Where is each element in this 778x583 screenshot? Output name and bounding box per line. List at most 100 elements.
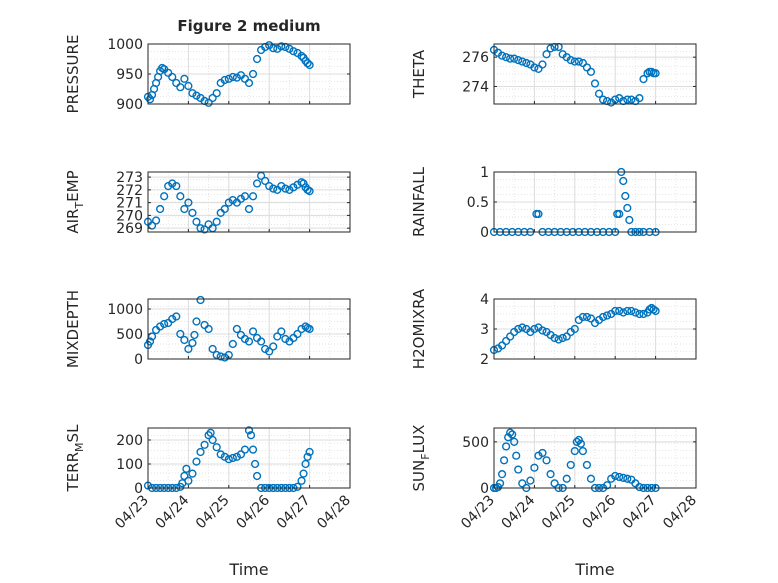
axes-box — [493, 43, 697, 105]
data-point — [293, 482, 302, 491]
data-point — [196, 295, 205, 305]
data-point — [269, 184, 278, 193]
data-point — [651, 306, 660, 316]
data-point — [621, 191, 630, 201]
data-point — [623, 203, 632, 213]
y-tick-label: 200 — [116, 433, 143, 449]
data-point — [542, 456, 551, 465]
data-point — [502, 442, 511, 451]
data-point — [514, 55, 523, 65]
series-markers — [143, 295, 314, 362]
data-point — [188, 338, 197, 348]
y-axis-label: SUNFLUX — [410, 425, 432, 492]
y-tick-label: 0 — [480, 481, 489, 497]
data-point — [236, 450, 246, 459]
axes-box — [147, 427, 351, 489]
data-point — [281, 184, 290, 193]
data-point — [305, 324, 314, 334]
data-point — [277, 181, 286, 191]
data-point — [273, 44, 282, 53]
data-point — [514, 324, 523, 334]
data-point — [512, 451, 521, 460]
y-tick-label: 270 — [116, 208, 143, 224]
data-point — [303, 59, 312, 68]
data-point — [293, 329, 302, 339]
data-point — [623, 306, 632, 316]
data-point — [204, 431, 213, 440]
data-point — [160, 192, 169, 201]
data-point — [156, 204, 165, 214]
y-axis-label: THETA — [410, 49, 428, 99]
data-point — [168, 72, 177, 82]
data-point — [240, 192, 250, 201]
data-point — [232, 324, 241, 334]
axes-box — [147, 298, 351, 360]
data-point — [510, 54, 519, 63]
data-point — [244, 337, 254, 346]
data-point — [570, 324, 579, 334]
data-point — [208, 435, 217, 445]
data-point — [204, 324, 213, 334]
data-point — [594, 89, 604, 98]
data-point — [635, 309, 644, 319]
y-tick-label: 500 — [462, 435, 489, 451]
data-point — [248, 69, 258, 79]
data-point — [196, 447, 205, 457]
data-point — [301, 459, 310, 469]
data-point — [562, 474, 571, 483]
data-point — [578, 58, 587, 68]
data-point — [530, 63, 539, 72]
data-point — [176, 83, 185, 92]
data-point — [208, 93, 217, 103]
data-point — [572, 437, 581, 446]
y-axis-label: PRESSURE — [64, 35, 82, 114]
data-point — [647, 67, 656, 76]
data-point — [285, 44, 294, 53]
data-point — [257, 337, 266, 346]
data-point — [277, 42, 286, 51]
y-axis-label: AIRTEMP — [64, 170, 86, 233]
data-point — [522, 58, 531, 68]
data-point — [651, 69, 660, 78]
data-point — [289, 183, 298, 192]
data-point — [534, 64, 543, 73]
data-point — [542, 50, 551, 59]
data-point — [530, 324, 539, 334]
data-point — [236, 194, 246, 203]
data-point — [216, 352, 225, 361]
series-markers — [143, 426, 314, 493]
data-point — [546, 44, 555, 53]
data-point — [590, 79, 600, 88]
data-point — [145, 337, 155, 346]
data-point — [635, 482, 644, 492]
data-point — [627, 306, 636, 316]
data-point — [265, 347, 274, 356]
data-point — [164, 68, 173, 77]
data-point — [615, 472, 624, 482]
data-point — [623, 474, 632, 483]
data-point — [297, 51, 306, 61]
data-point — [649, 305, 658, 314]
data-point — [538, 326, 547, 335]
data-point — [204, 98, 213, 107]
data-point — [518, 323, 527, 332]
y-tick-label: 0.5 — [467, 195, 489, 211]
data-point — [240, 74, 250, 83]
data-point — [168, 314, 177, 324]
data-point — [269, 342, 278, 351]
series-markers — [143, 171, 314, 234]
data-point — [619, 308, 628, 317]
data-point — [240, 445, 250, 454]
data-point — [180, 74, 189, 83]
x-axis-label: Time — [228, 560, 268, 579]
data-point — [184, 81, 193, 91]
data-point — [305, 187, 314, 196]
data-point — [301, 56, 310, 65]
data-point — [192, 217, 201, 226]
data-point — [246, 431, 256, 440]
data-point — [570, 446, 579, 456]
data-point — [639, 309, 648, 319]
subplot-h2omixra: 2 3 4 H2OMIXRA — [410, 288, 697, 369]
